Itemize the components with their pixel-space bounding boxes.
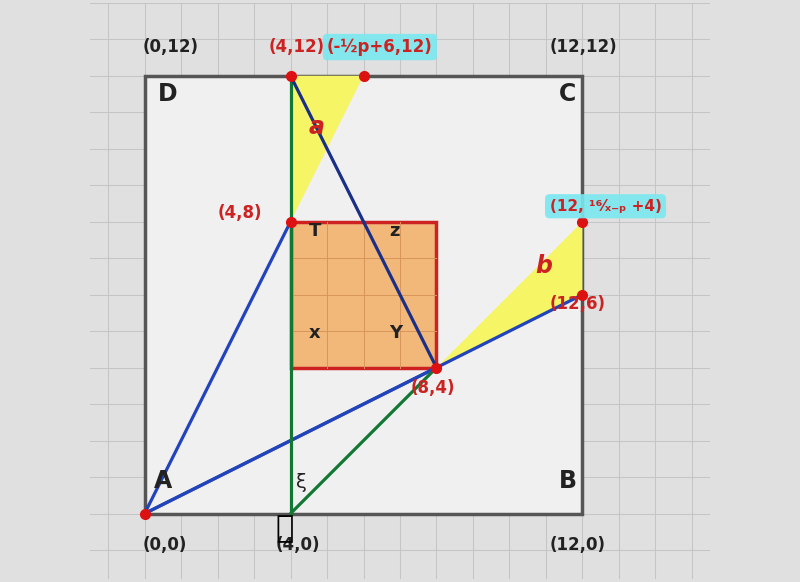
Text: 👮: 👮 [276,514,294,543]
Text: (12, ¹⁶⁄ₓ₋ₚ +4): (12, ¹⁶⁄ₓ₋ₚ +4) [550,198,662,214]
Text: D: D [158,82,177,107]
Text: ξ: ξ [296,473,307,492]
Text: (12,6): (12,6) [550,295,606,313]
Text: (12,12): (12,12) [550,38,618,56]
Text: x: x [309,324,321,342]
Bar [290,222,437,368]
Text: (4,0): (4,0) [276,536,321,554]
Text: (0,12): (0,12) [142,38,198,56]
Text: b: b [535,254,552,278]
Text: A: A [154,469,172,493]
Text: (12,0): (12,0) [550,536,606,554]
Text: B: B [558,469,577,493]
Polygon shape [290,76,363,222]
Text: a: a [309,115,325,139]
Polygon shape [437,222,582,368]
Polygon shape [145,76,582,513]
Text: Y: Y [389,324,402,342]
Text: z: z [389,222,399,240]
Text: (8,4): (8,4) [411,379,455,397]
Text: C: C [558,82,576,107]
Text: T: T [309,222,321,240]
Text: (-½p+6,12): (-½p+6,12) [327,38,433,56]
Text: (0,0): (0,0) [142,536,187,554]
Text: (4,8): (4,8) [218,204,262,222]
Text: (4,12): (4,12) [269,38,325,56]
